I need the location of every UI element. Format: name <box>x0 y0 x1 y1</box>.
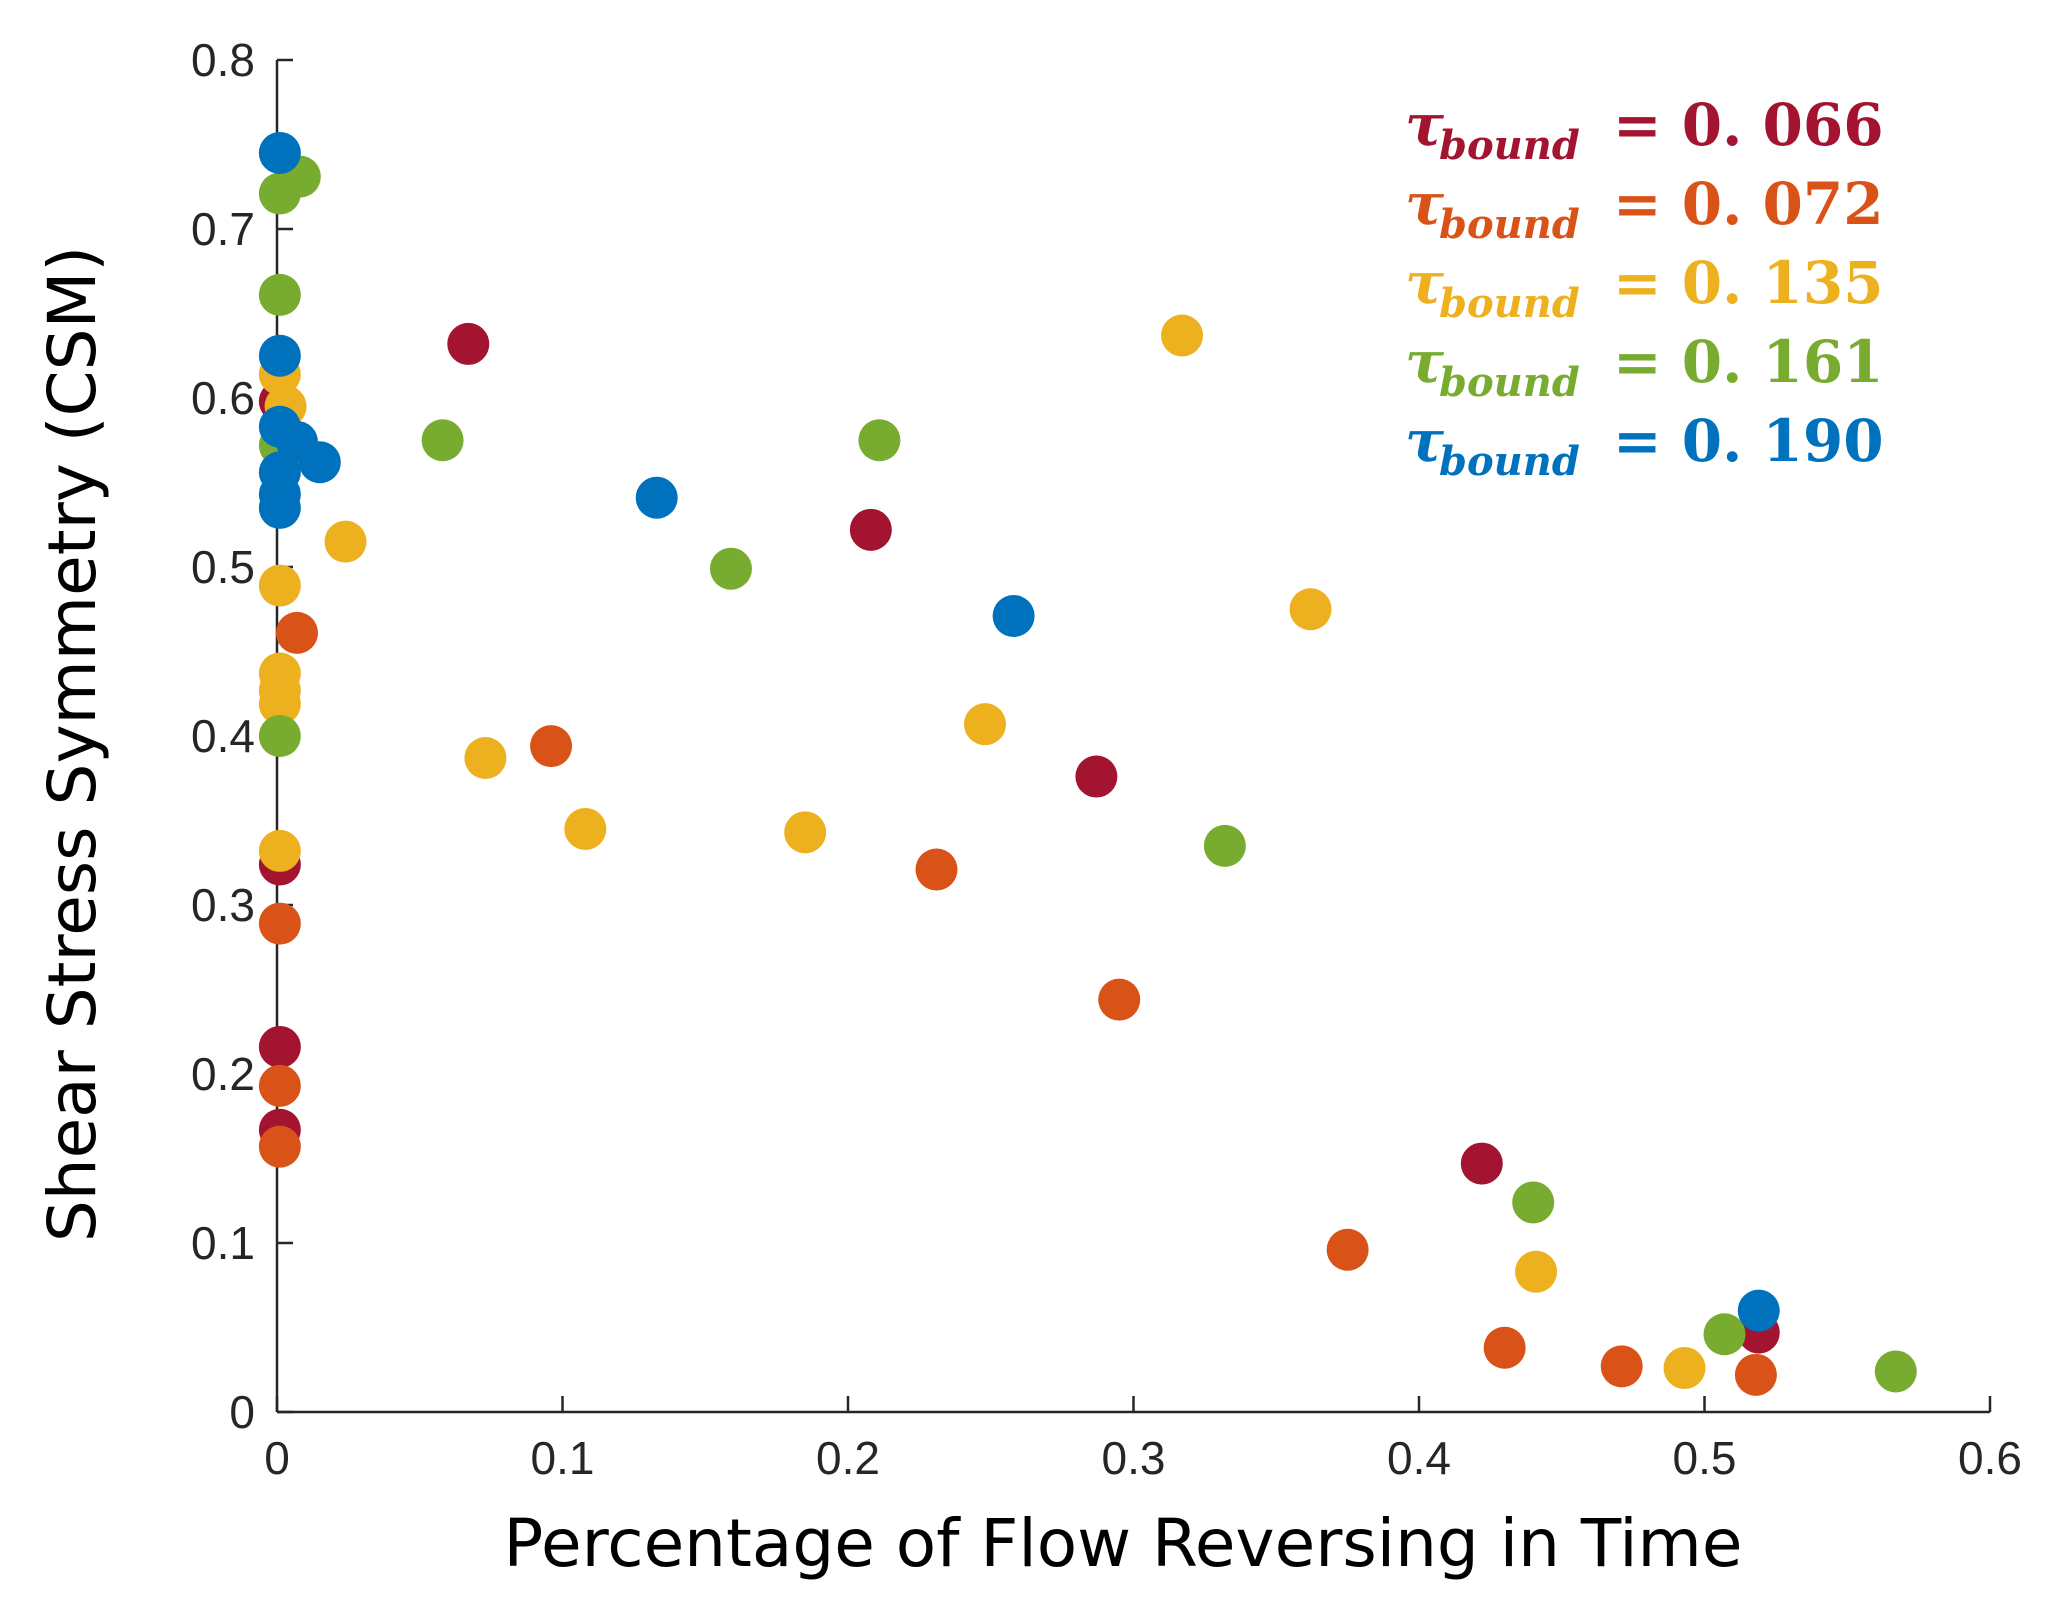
x-tick-label: 0.6 <box>1958 1432 2022 1484</box>
legend-symbol: τ <box>1405 407 1445 475</box>
legend-subscript: bound <box>1439 359 1580 406</box>
x-tick-label: 0.4 <box>1387 1432 1451 1484</box>
data-point <box>258 273 301 316</box>
tick-labels: 0 0.1 0.2 0.3 0.4 0.5 0.6 0 0.1 0.2 0.3 0.4 0.5 0.6 0.… <box>191 34 2022 1484</box>
legend-value: = 0. 190 <box>1613 407 1884 475</box>
legend-subscript: bound <box>1439 280 1580 327</box>
data-point <box>564 807 607 850</box>
legend-symbol: τ <box>1405 170 1445 238</box>
data-point <box>1075 755 1118 798</box>
data-point <box>1737 1289 1780 1332</box>
data-points <box>258 131 1917 1396</box>
data-point <box>1874 1350 1917 1393</box>
data-point <box>1203 824 1246 867</box>
legend-subscript: bound <box>1439 122 1580 169</box>
y-tick-label: 0.7 <box>191 203 255 255</box>
data-point <box>709 547 752 590</box>
x-tick-label: 0.1 <box>531 1432 595 1484</box>
data-point <box>258 1025 301 1068</box>
data-point <box>1483 1326 1526 1369</box>
y-tick-label: 0.1 <box>191 1217 255 1269</box>
y-tick-label: 0.2 <box>191 1048 255 1100</box>
data-point <box>258 682 301 725</box>
y-tick-label: 0 <box>229 1386 255 1438</box>
series-3 <box>258 155 1917 1393</box>
legend-symbol: τ <box>1405 249 1445 317</box>
y-tick-label: 0.5 <box>191 541 255 593</box>
data-point <box>915 848 958 891</box>
data-point <box>1512 1181 1555 1224</box>
data-point <box>635 476 678 519</box>
legend-value: = 0. 072 <box>1613 170 1884 238</box>
legend-symbol: τ <box>1405 91 1445 159</box>
data-point <box>258 131 301 174</box>
data-point <box>258 715 301 757</box>
data-point <box>1703 1313 1746 1356</box>
x-tick-label: 0.5 <box>1673 1432 1737 1484</box>
legend-symbol: τ <box>1405 328 1445 396</box>
data-point <box>1326 1228 1369 1271</box>
data-point <box>324 520 367 563</box>
x-tick-label: 0.2 <box>816 1432 880 1484</box>
data-point <box>275 611 318 654</box>
data-point <box>258 1125 301 1168</box>
data-point <box>258 564 301 607</box>
y-tick-label: 0.8 <box>191 34 255 86</box>
data-point <box>1460 1142 1503 1185</box>
data-point <box>258 486 301 529</box>
data-point <box>1600 1345 1643 1388</box>
data-point <box>849 508 892 551</box>
y-axis-label: Shear Stress Symmetry (CSM) <box>34 246 111 1242</box>
data-point <box>784 811 827 854</box>
series-4 <box>258 131 1780 1332</box>
x-axis-label: Percentage of Flow Reversing in Time <box>504 1505 1743 1582</box>
legend-subscript: bound <box>1439 201 1580 248</box>
data-point <box>992 595 1035 638</box>
data-point <box>447 322 490 365</box>
data-point <box>1663 1347 1706 1390</box>
data-point <box>530 725 573 768</box>
data-point <box>258 1064 301 1107</box>
data-point <box>298 441 341 484</box>
y-tick-label: 0.3 <box>191 879 255 931</box>
legend-subscript: bound <box>1439 438 1580 485</box>
data-point <box>258 829 301 872</box>
data-point <box>1289 588 1332 631</box>
data-point <box>1098 978 1141 1021</box>
data-point <box>464 736 507 779</box>
data-point <box>964 703 1007 746</box>
data-point <box>258 334 301 377</box>
series-1 <box>258 611 1777 1396</box>
legend-value: = 0. 066 <box>1613 91 1884 159</box>
data-point <box>858 419 901 462</box>
x-tick-label: 0.3 <box>1102 1432 1166 1484</box>
data-point <box>1161 314 1204 357</box>
data-point <box>1734 1353 1777 1396</box>
x-tick-label: 0 <box>264 1432 290 1484</box>
data-point <box>258 902 301 945</box>
legend-value: = 0. 135 <box>1613 249 1884 317</box>
legend-value: = 0. 161 <box>1613 328 1884 396</box>
y-tick-label: 0.4 <box>191 710 255 762</box>
y-tick-label: 0.6 <box>191 372 255 424</box>
data-point <box>1515 1250 1558 1293</box>
data-point <box>421 419 464 462</box>
